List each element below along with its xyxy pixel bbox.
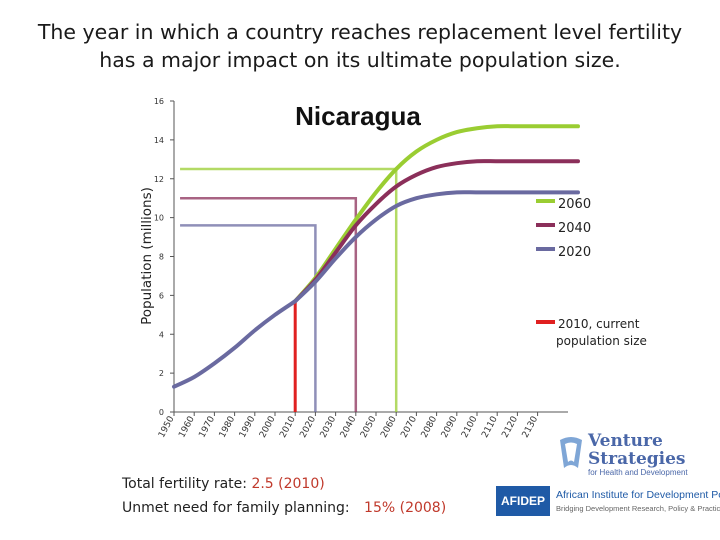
headline: The year in which a country reaches repl… [0,18,720,74]
series-lines [172,124,580,389]
afidep-tagline: Bridging Development Research, Policy & … [556,504,720,513]
afidep-name: African Institute for Development Policy [556,489,720,501]
tfr-label: Total fertility rate: [122,476,247,492]
legend-label-current-line-1: 2010, current [558,317,640,331]
unmet-need-year: (2008) [399,500,447,516]
chart-title: Nicaragua [295,101,421,131]
reference-line-2040 [180,196,358,412]
x-tick-label: 1980 [218,414,238,439]
y-tick-label: 6 [159,291,164,300]
unmet-need-label: Unmet need for family planning: [122,500,350,516]
x-tick-label: 2010 [278,414,298,439]
x-tick-label: 2000 [258,414,278,439]
y-tick-label: 12 [154,175,164,184]
fertility-indicators: Total fertility rate: 2.5 (2010) Unmet n… [122,472,446,520]
legend-label-2060: 2060 [558,197,591,212]
headline-line-2: has a major impact on its ultimate popul… [99,48,621,72]
afidep-logo: AFIDEP African Institute for Development… [496,486,720,518]
series-line-2040 [293,159,580,304]
afidep-mark: AFIDEP [496,486,550,516]
venture-strategies-tagline: for Health and Development [588,468,688,477]
unmet-need-row: Unmet need for family planning: 15% (200… [122,496,446,520]
x-tick-label: 2040 [339,414,359,439]
legend-label-2020: 2020 [558,245,591,260]
y-tick-label: 10 [154,214,164,223]
reference-line-2020 [180,224,317,412]
x-tick-label: 2130 [521,414,541,439]
x-tick-label: 2120 [500,414,520,439]
venture-line-2: Strategies [588,449,686,469]
x-tick-label: 2070 [399,414,419,439]
tfr-year: (2010) [278,476,325,492]
venture-line-1: Venture [588,431,663,451]
x-tick-label: 1950 [157,414,177,439]
x-tick-label: 1990 [238,414,258,439]
chart-axes: 0 2 4 6 8 10 12 14 16 1950 1960 1970 1980 1990 2000 201… [154,97,568,440]
y-tick-label: 16 [154,97,164,106]
unmet-need-value: 15% [364,500,396,516]
tfr-row: Total fertility rate: 2.5 (2010) [122,472,446,496]
chart-legend: 2060 2040 2020 2010, current population size [536,197,647,348]
x-tick-label: 2110 [480,414,500,439]
y-tick-label: 2 [159,369,164,378]
x-tick-label: 2090 [440,414,460,439]
x-tick-label: 1970 [197,414,217,439]
venture-strategies-wordmark: Venture Strategies [588,432,686,468]
x-tick-label: 1960 [177,414,197,439]
legend-label-current-line-2: population size [556,334,647,348]
y-tick-label: 4 [159,330,164,339]
y-tick-label: 14 [154,136,164,145]
x-tick-label: 2030 [319,414,339,439]
tfr-value: 2.5 [251,476,274,492]
x-tick-label: 2080 [420,414,440,439]
series-line-2020 [293,190,580,304]
x-tick-label: 2020 [298,414,318,439]
y-tick-label: 0 [159,408,164,417]
series-line-history [172,299,298,389]
legend-label-2040: 2040 [558,221,591,236]
x-tick-label: 2060 [379,414,399,439]
x-tick-label: 2050 [359,414,379,439]
venture-strategies-logo: Venture Strategies for Health and Develo… [556,426,696,480]
headline-line-1: The year in which a country reaches repl… [37,20,683,44]
x-tick-label: 2100 [460,414,480,439]
venture-strategies-mark-icon [560,437,582,468]
series-line-2060 [293,124,580,304]
y-tick-label: 8 [159,253,164,262]
y-axis-label: Population (millions) [139,187,155,325]
